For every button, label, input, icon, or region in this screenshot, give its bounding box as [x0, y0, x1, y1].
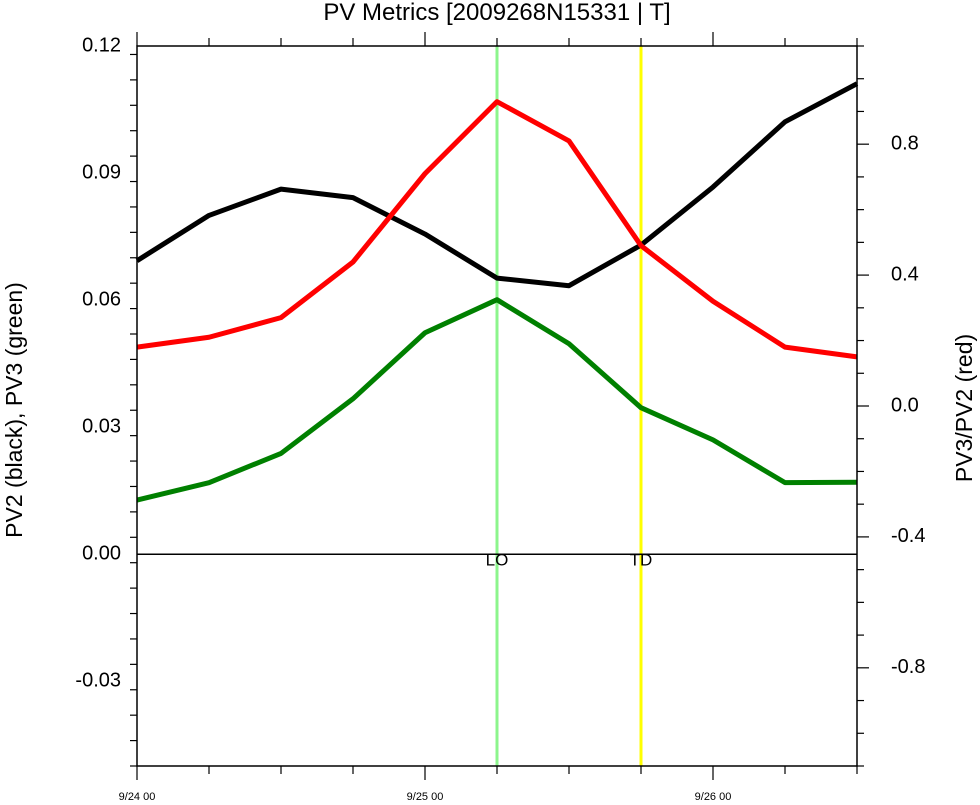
y-right-tick-label: 0.4	[891, 263, 919, 285]
y-left-tick-label: -0.03	[75, 670, 121, 692]
marker-label-lo: LO	[486, 551, 509, 570]
y-left-tick-label: 0.06	[82, 288, 121, 310]
x-tick-label: 9/25 00	[407, 791, 444, 803]
x-tick-label: 9/24 00	[119, 791, 156, 803]
y-left-tick-label: 0.03	[82, 415, 121, 437]
y-right-tick-label: -0.4	[891, 525, 925, 547]
y-left-tick-label: 0.00	[82, 543, 121, 565]
marker-label-td: TD	[630, 551, 653, 570]
y-right-tick-label: 0.0	[891, 394, 919, 416]
y-left-tick-label: 0.12	[82, 34, 121, 56]
chart-title: PV Metrics [2009268N15331 | T]	[323, 0, 670, 26]
y-left-tick-label: 0.09	[82, 161, 121, 183]
y-axis-left-label: PV2 (black), PV3 (green)	[1, 282, 27, 538]
y-axis-right-label: PV3/PV2 (red)	[951, 334, 977, 482]
x-tick-label: 9/26 00	[695, 791, 732, 803]
y-right-tick-label: -0.8	[891, 656, 925, 678]
y-right-tick-label: 0.8	[891, 132, 919, 154]
